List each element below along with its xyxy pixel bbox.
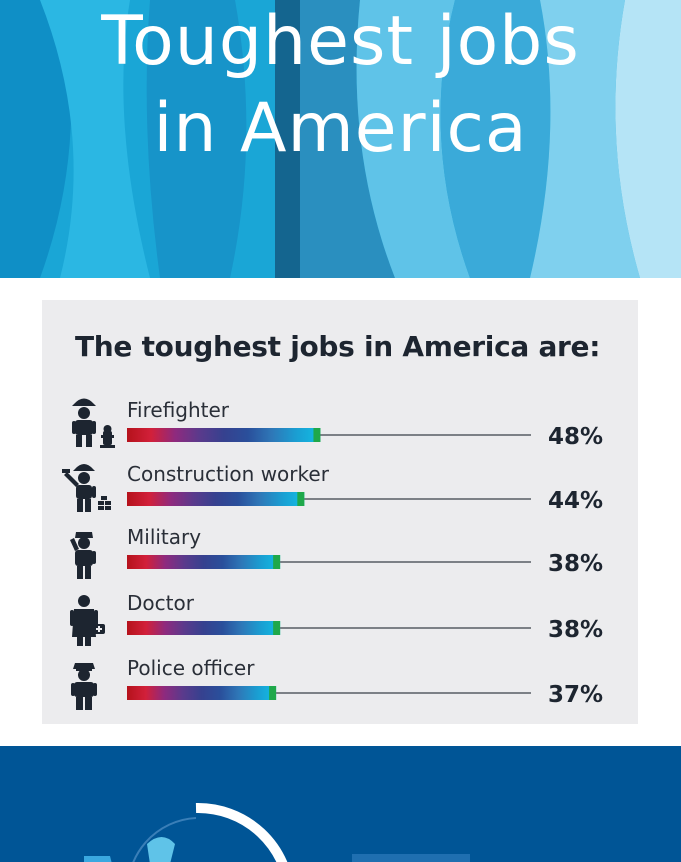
category-label: Police officer [127,656,255,680]
hero-banner: Toughest jobs in America [0,0,681,278]
chart-panel: The toughest jobs in America are: [42,300,638,724]
value-label: 37% [548,682,603,708]
bar-row: Doctor 38% [70,591,603,646]
value-label: 38% [548,617,603,643]
bottom-section [0,746,681,862]
hero-title-line-1: Toughest jobs [101,2,580,81]
military-icon [70,532,96,579]
bar-row: Police officer 37% [71,656,603,710]
police-officer-icon [71,663,97,710]
bottom-figure-icon [147,837,175,862]
bar-end-cap [313,428,321,442]
bar-row: Construction worker 44% [62,462,603,514]
category-label: Military [127,525,201,549]
donut-arc [195,802,288,862]
firefighter-icon [72,398,115,448]
bar [127,555,281,569]
bottom-number-fragment [352,854,470,862]
bar-end-cap [269,686,277,700]
bar-row: Military 38% [70,525,603,579]
bar [127,621,281,635]
bar-end-cap [273,621,281,635]
hero-background [0,0,681,278]
category-label: Firefighter [127,398,230,422]
bottom-decoration [84,802,470,862]
category-label: Construction worker [127,462,330,486]
bar [127,428,321,442]
donut-track [132,817,197,862]
construction-worker-icon [62,464,111,512]
chart-title: The toughest jobs in America are: [75,330,601,363]
bar-end-cap [297,492,305,506]
hero-title-line-2: in America [153,89,528,168]
bar-row: Firefighter 48% [72,398,603,450]
value-label: 38% [548,551,603,577]
bar-end-cap [273,555,281,569]
bar-rows: Firefighter 48% Construction worker 44% Mili… [62,398,603,710]
value-label: 48% [548,424,603,450]
bar [127,492,305,506]
hero-title: Toughest jobs in America [0,0,681,172]
bottom-shape-icon [84,856,112,862]
category-label: Doctor [127,591,195,615]
doctor-icon [70,595,105,646]
bar [127,686,277,700]
value-label: 44% [548,488,603,514]
